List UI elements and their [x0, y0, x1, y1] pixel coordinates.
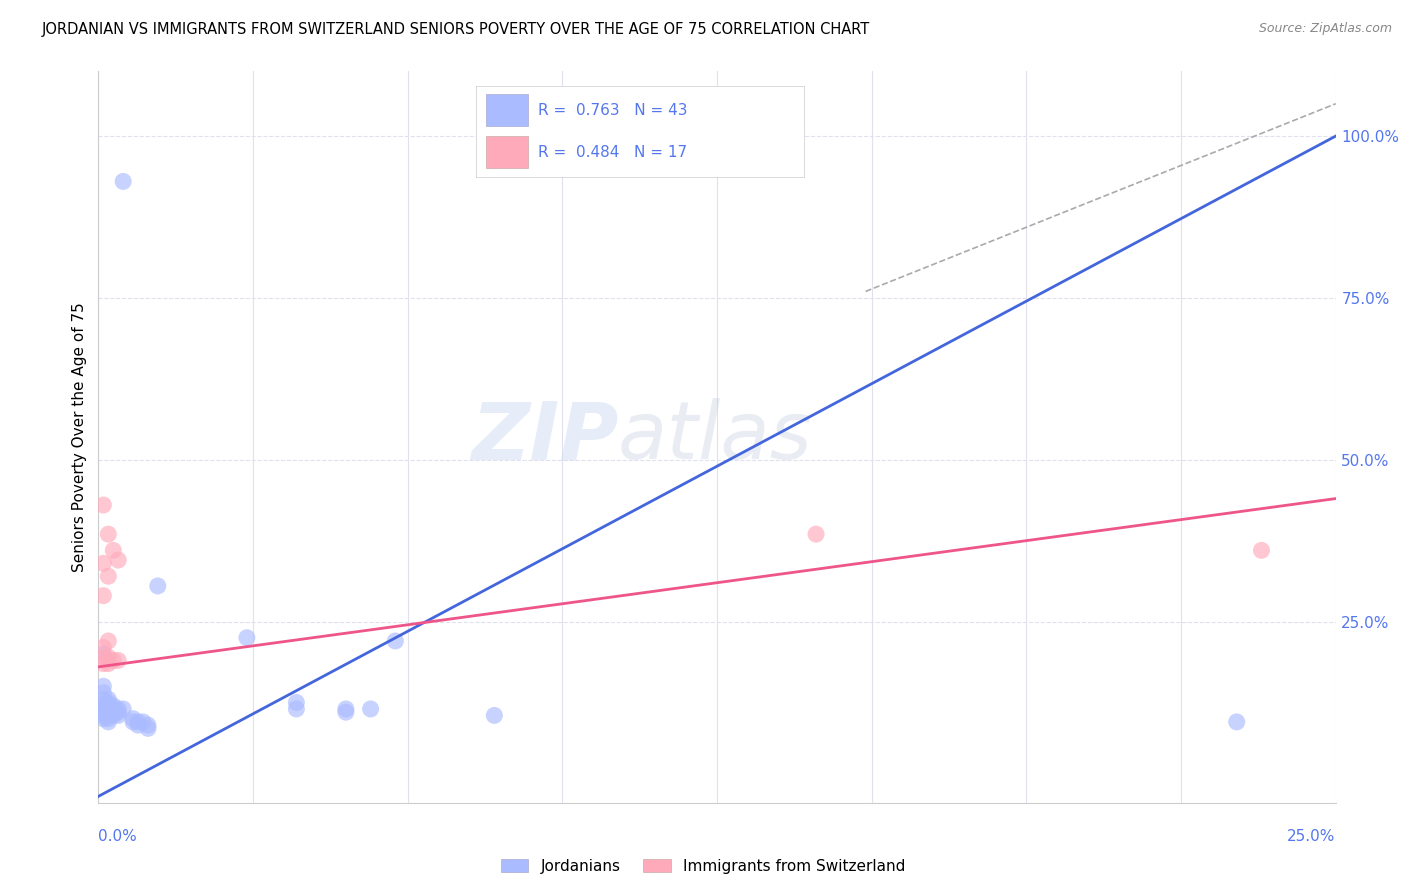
Point	[484, 708, 506, 723]
Point	[93, 702, 115, 716]
Point	[112, 702, 135, 716]
Point	[97, 527, 120, 541]
Point	[103, 708, 125, 723]
Point	[97, 634, 120, 648]
Point	[93, 657, 115, 671]
Point	[804, 527, 827, 541]
Point	[103, 543, 125, 558]
Point	[360, 702, 382, 716]
Point	[136, 722, 159, 736]
Point	[103, 702, 125, 716]
Point	[103, 653, 125, 667]
Text: ZIP: ZIP	[471, 398, 619, 476]
Point	[236, 631, 259, 645]
Point	[146, 579, 169, 593]
Point	[107, 653, 129, 667]
Point	[127, 714, 149, 729]
Text: atlas: atlas	[619, 398, 813, 476]
Point	[335, 705, 357, 719]
Text: 25.0%: 25.0%	[1288, 829, 1336, 844]
Point	[93, 650, 115, 665]
Point	[97, 712, 120, 726]
Point	[107, 553, 129, 567]
Point	[93, 679, 115, 693]
Point	[107, 702, 129, 716]
Text: 0.0%: 0.0%	[98, 829, 138, 844]
Point	[97, 696, 120, 710]
Point	[1250, 543, 1272, 558]
Y-axis label: Seniors Poverty Over the Age of 75: Seniors Poverty Over the Age of 75	[72, 302, 87, 572]
Point	[97, 714, 120, 729]
Point	[97, 708, 120, 723]
Point	[93, 686, 115, 700]
Point	[132, 714, 155, 729]
Point	[107, 708, 129, 723]
Point	[93, 692, 115, 706]
Point	[97, 705, 120, 719]
Point	[97, 698, 120, 713]
Point	[285, 696, 308, 710]
Point	[122, 712, 145, 726]
Point	[112, 174, 135, 188]
Point	[1226, 714, 1249, 729]
Point	[93, 498, 115, 512]
Point	[97, 692, 120, 706]
Point	[93, 647, 115, 661]
Point	[97, 702, 120, 716]
Point	[93, 708, 115, 723]
Point	[93, 589, 115, 603]
Point	[127, 718, 149, 732]
Point	[384, 634, 406, 648]
Text: JORDANIAN VS IMMIGRANTS FROM SWITZERLAND SENIORS POVERTY OVER THE AGE OF 75 CORR: JORDANIAN VS IMMIGRANTS FROM SWITZERLAND…	[42, 22, 870, 37]
Point	[93, 557, 115, 571]
Point	[103, 698, 125, 713]
Point	[93, 698, 115, 713]
Point	[285, 702, 308, 716]
Point	[93, 705, 115, 719]
Point	[93, 640, 115, 655]
Point	[97, 657, 120, 671]
Point	[335, 702, 357, 716]
Point	[97, 569, 120, 583]
Point	[136, 718, 159, 732]
Point	[103, 705, 125, 719]
Point	[122, 714, 145, 729]
Point	[107, 705, 129, 719]
Point	[93, 712, 115, 726]
Point	[97, 650, 120, 665]
Legend: Jordanians, Immigrants from Switzerland: Jordanians, Immigrants from Switzerland	[495, 853, 911, 880]
Text: Source: ZipAtlas.com: Source: ZipAtlas.com	[1258, 22, 1392, 36]
